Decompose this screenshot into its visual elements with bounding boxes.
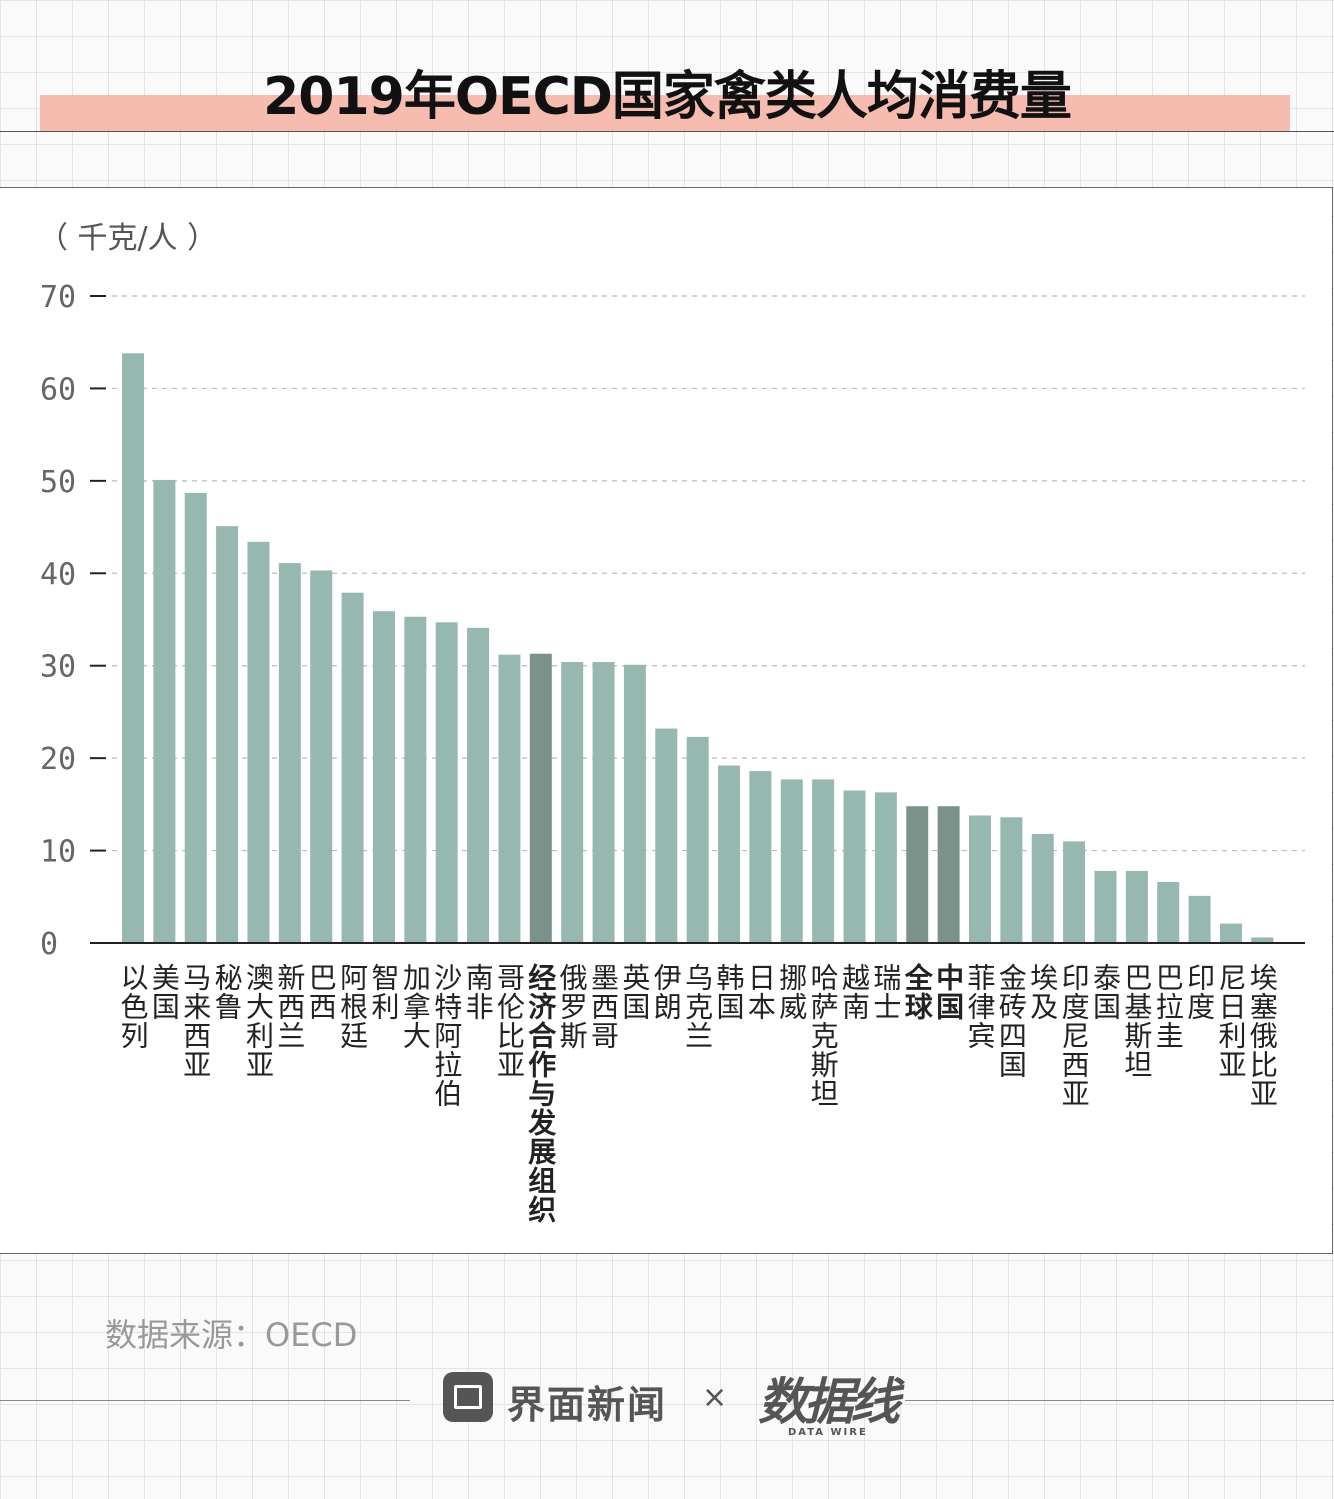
bar xyxy=(1000,817,1023,943)
x-category-label: 日本 xyxy=(744,963,777,1021)
x-category-label: 埃塞俄比亚 xyxy=(1246,963,1279,1108)
data-source: 数据来源：OECD xyxy=(105,1316,358,1354)
x-category-label: 马来西亚 xyxy=(179,963,212,1079)
bar xyxy=(372,611,395,943)
bar xyxy=(122,353,144,943)
x-category-label: 印度 xyxy=(1183,963,1216,1021)
x-category-label: 经济合作与发展组织 xyxy=(524,962,557,1224)
x-category-label: 智利 xyxy=(367,963,400,1021)
x-category-label: 金砖四国 xyxy=(995,963,1028,1079)
bar xyxy=(749,771,772,943)
bar xyxy=(874,792,897,943)
bar xyxy=(1188,895,1211,943)
x-category-label: 南非 xyxy=(462,963,495,1021)
bar xyxy=(247,541,270,943)
bar xyxy=(812,779,835,943)
bar xyxy=(968,815,991,943)
x-category-label: 美国 xyxy=(148,963,181,1021)
bar xyxy=(1031,833,1054,943)
bar xyxy=(843,790,866,943)
x-category-label: 瑞士 xyxy=(869,963,902,1021)
x-category-label: 全球 xyxy=(901,962,934,1021)
bar xyxy=(906,806,929,943)
x-category-label: 新西兰 xyxy=(273,963,306,1050)
bar xyxy=(1251,937,1274,943)
bar xyxy=(592,662,615,943)
y-tick-label: 20 xyxy=(40,742,76,777)
x-category-label: 伊朗 xyxy=(650,963,683,1021)
x-category-label: 哈萨克斯坦 xyxy=(807,963,840,1108)
title-highlight-band xyxy=(40,95,1290,131)
x-category-label: 墨西哥 xyxy=(587,963,620,1050)
bar xyxy=(686,736,709,943)
x-category-label: 挪威 xyxy=(775,963,808,1021)
x-category-label: 尼日利亚 xyxy=(1214,963,1247,1079)
y-tick-label: 30 xyxy=(40,650,76,685)
collab-times: × xyxy=(702,1380,728,1415)
x-category-label: 哥伦比亚 xyxy=(493,963,526,1079)
x-category-label: 中国 xyxy=(932,963,965,1021)
x-category-label: 英国 xyxy=(618,963,651,1021)
x-category-label: 秘鲁 xyxy=(211,963,244,1021)
bar xyxy=(561,662,584,943)
x-category-label: 沙特阿拉伯 xyxy=(430,963,463,1108)
title-rule xyxy=(0,131,1334,132)
x-category-label: 泰国 xyxy=(1089,963,1122,1021)
bar xyxy=(780,779,803,943)
brand-name: 界面新闻 xyxy=(507,1383,668,1427)
x-category-label: 菲律宾 xyxy=(963,963,996,1050)
y-axis-unit-label: （ 千克/人 ） xyxy=(38,221,218,256)
bar xyxy=(153,479,176,943)
bar xyxy=(718,765,741,943)
bar xyxy=(435,622,458,943)
x-category-label: 阿根廷 xyxy=(336,963,369,1050)
x-category-label: 以色列 xyxy=(117,963,150,1050)
bar xyxy=(1157,881,1180,943)
y-tick-label: 60 xyxy=(40,372,76,407)
partner-logo: 数据线 xyxy=(758,1373,900,1431)
x-category-label: 巴西 xyxy=(305,963,338,1021)
bar xyxy=(341,592,364,943)
x-category-label: 澳大利亚 xyxy=(242,963,275,1079)
y-tick-label: 0 xyxy=(40,927,58,962)
y-tick-label: 70 xyxy=(40,280,76,315)
x-category-label: 巴基斯坦 xyxy=(1120,963,1153,1079)
x-category-label: 越南 xyxy=(838,963,871,1021)
bar xyxy=(404,616,427,943)
bar xyxy=(937,806,960,943)
x-category-label: 俄罗斯 xyxy=(556,963,589,1050)
x-category-label: 印度尼西亚 xyxy=(1058,963,1091,1108)
x-category-label: 巴拉圭 xyxy=(1152,963,1185,1050)
bar xyxy=(278,563,301,943)
y-tick-label: 10 xyxy=(40,835,76,870)
bar xyxy=(216,526,239,943)
bar xyxy=(1063,841,1086,943)
bar xyxy=(1219,923,1242,943)
chart-title: 2019年OECD国家禽类人均消费量 xyxy=(263,67,1072,127)
footer-divider-right xyxy=(905,1400,1334,1401)
bar xyxy=(498,654,521,943)
x-category-label: 韩国 xyxy=(713,963,746,1021)
x-category-label: 埃及 xyxy=(1026,963,1059,1021)
bar xyxy=(184,492,207,943)
bar xyxy=(655,728,678,943)
bar xyxy=(467,627,490,943)
footer-divider-left xyxy=(0,1400,410,1401)
x-category-label: 乌克兰 xyxy=(681,963,714,1050)
jiemian-logo-icon xyxy=(443,1372,493,1422)
y-tick-label: 40 xyxy=(40,557,76,592)
bar xyxy=(1125,870,1148,943)
bar xyxy=(623,664,646,943)
partner-logo-subtitle: DATA WIRE xyxy=(788,1427,868,1438)
x-category-label: 加拿大 xyxy=(399,963,432,1050)
bar xyxy=(529,653,552,943)
y-tick-label: 50 xyxy=(40,465,76,500)
bar xyxy=(1094,870,1117,943)
bar xyxy=(310,570,333,943)
